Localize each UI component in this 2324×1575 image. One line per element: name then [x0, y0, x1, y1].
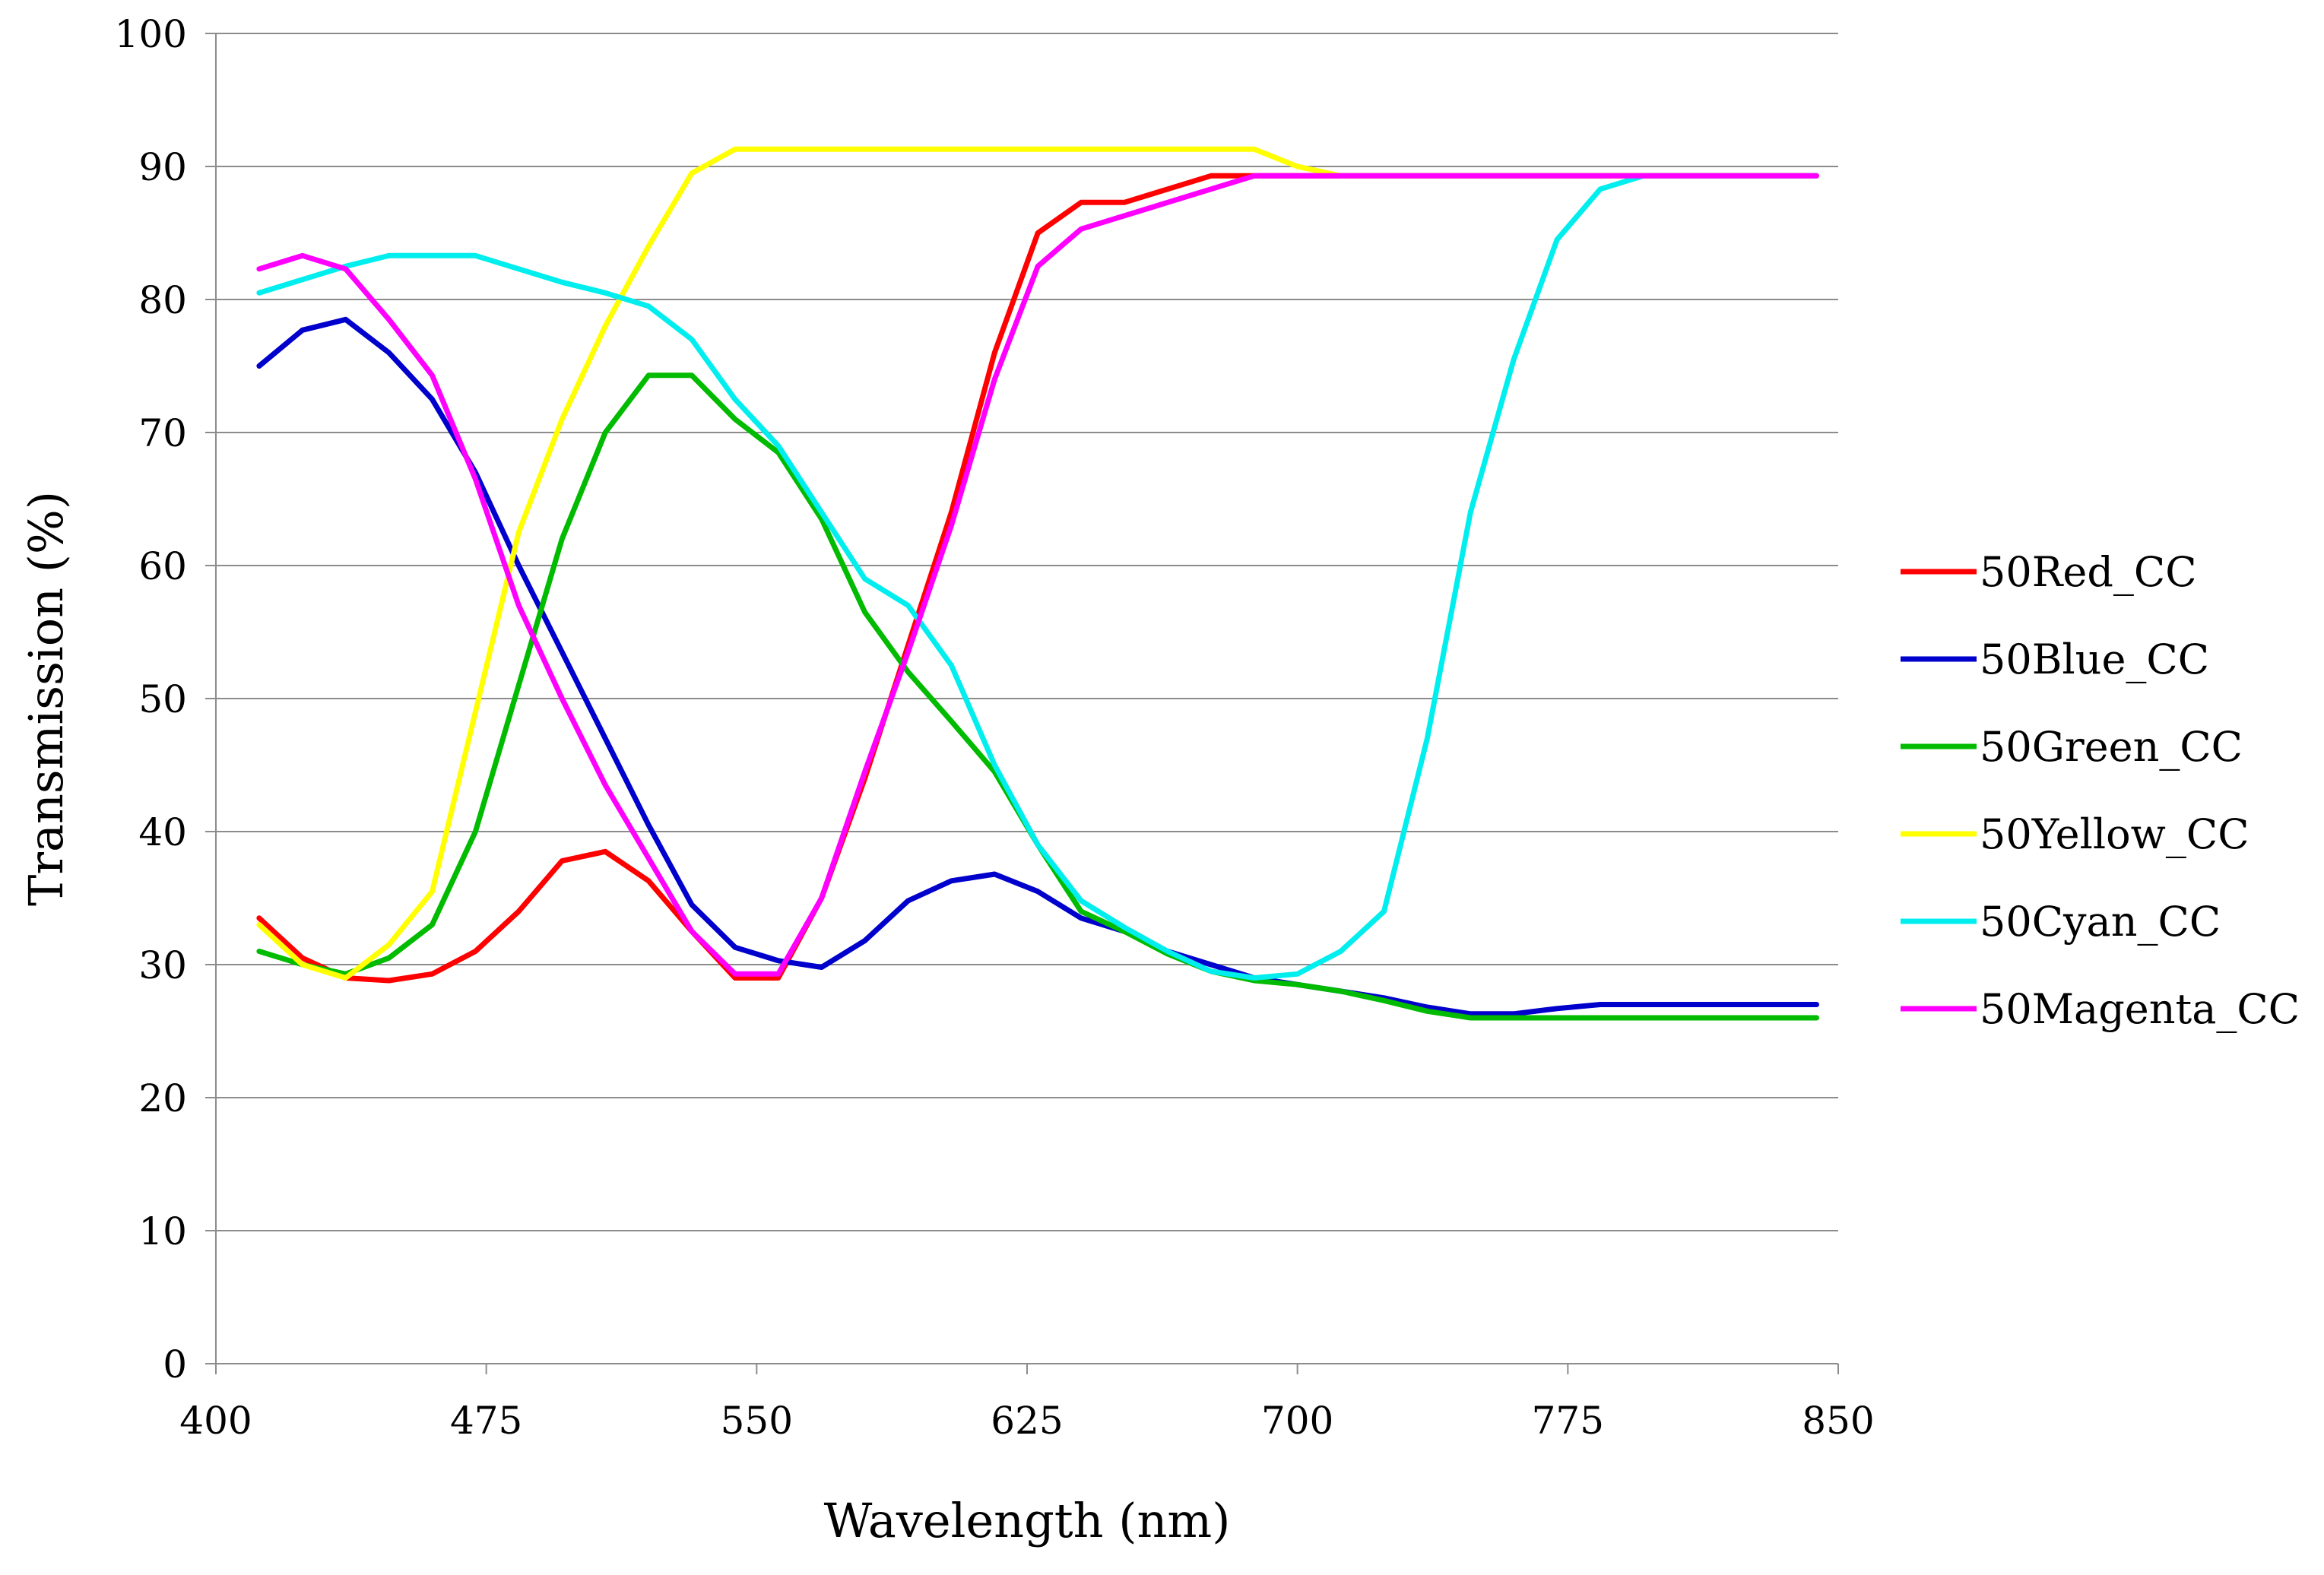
x-tick-label-625: 625	[991, 1399, 1063, 1443]
series-lines	[256, 146, 1819, 1021]
legend-label-50red-cc: 50Red_CC	[1980, 548, 2197, 596]
x-tick-label-475: 475	[450, 1399, 522, 1443]
x-axis-title: Wavelength (nm)	[824, 1493, 1231, 1548]
y-tick-label-80: 80	[138, 278, 187, 322]
legend-item-50red-cc: 50Red_CC	[1901, 548, 2197, 596]
legend-item-50yellow-cc: 50Yellow_CC	[1901, 810, 2249, 858]
y-tick-label-10: 10	[138, 1209, 187, 1253]
x-tick-label-700: 700	[1261, 1399, 1333, 1443]
y-tick-label-30: 30	[138, 943, 187, 987]
x-tick-label-550: 550	[721, 1399, 793, 1443]
series-line-50cyan-cc	[256, 173, 1819, 981]
y-tick-label-70: 70	[138, 411, 187, 455]
gridlines	[216, 33, 1838, 1231]
y-tick-label-20: 20	[138, 1076, 187, 1120]
legend-label-50yellow-cc: 50Yellow_CC	[1980, 810, 2249, 858]
y-tick-label-90: 90	[138, 145, 187, 189]
y-tick-label-50: 50	[138, 677, 187, 721]
y-axis-title: Transmission (%)	[18, 491, 74, 906]
y-tick-label-100: 100	[115, 12, 187, 56]
y-tick-label-0: 0	[163, 1342, 187, 1386]
legend-label-50blue-cc: 50Blue_CC	[1980, 635, 2209, 683]
x-tick-label-400: 400	[179, 1399, 252, 1443]
legend: 50Red_CC 50Blue_CC 50Green_CC 50Yellow_CC 50…	[1901, 548, 2300, 1033]
legend-item-50cyan-cc: 50Cyan_CC	[1901, 898, 2221, 946]
legend-label-50green-cc: 50Green_CC	[1980, 723, 2243, 771]
legend-label-50magenta-cc: 50Magenta_CC	[1980, 985, 2300, 1033]
legend-item-50green-cc: 50Green_CC	[1901, 723, 2243, 771]
x-tick-label-775: 775	[1532, 1399, 1604, 1443]
series-line-50blue-cc	[256, 316, 1819, 1017]
y-tick-label-60: 60	[138, 544, 187, 588]
legend-label-50cyan-cc: 50Cyan_CC	[1980, 898, 2221, 946]
series-line-50magenta-cc	[256, 173, 1819, 977]
legend-item-50blue-cc: 50Blue_CC	[1901, 635, 2209, 683]
legend-item-50magenta-cc: 50Magenta_CC	[1901, 985, 2300, 1033]
axes	[205, 33, 1839, 1374]
y-tick-label-40: 40	[138, 810, 187, 854]
tick-labels: 0 10 20 30 40 50 60 70 80 90 100 400 475 550 625 700 775…	[115, 12, 1875, 1443]
x-tick-label-850: 850	[1802, 1399, 1874, 1443]
